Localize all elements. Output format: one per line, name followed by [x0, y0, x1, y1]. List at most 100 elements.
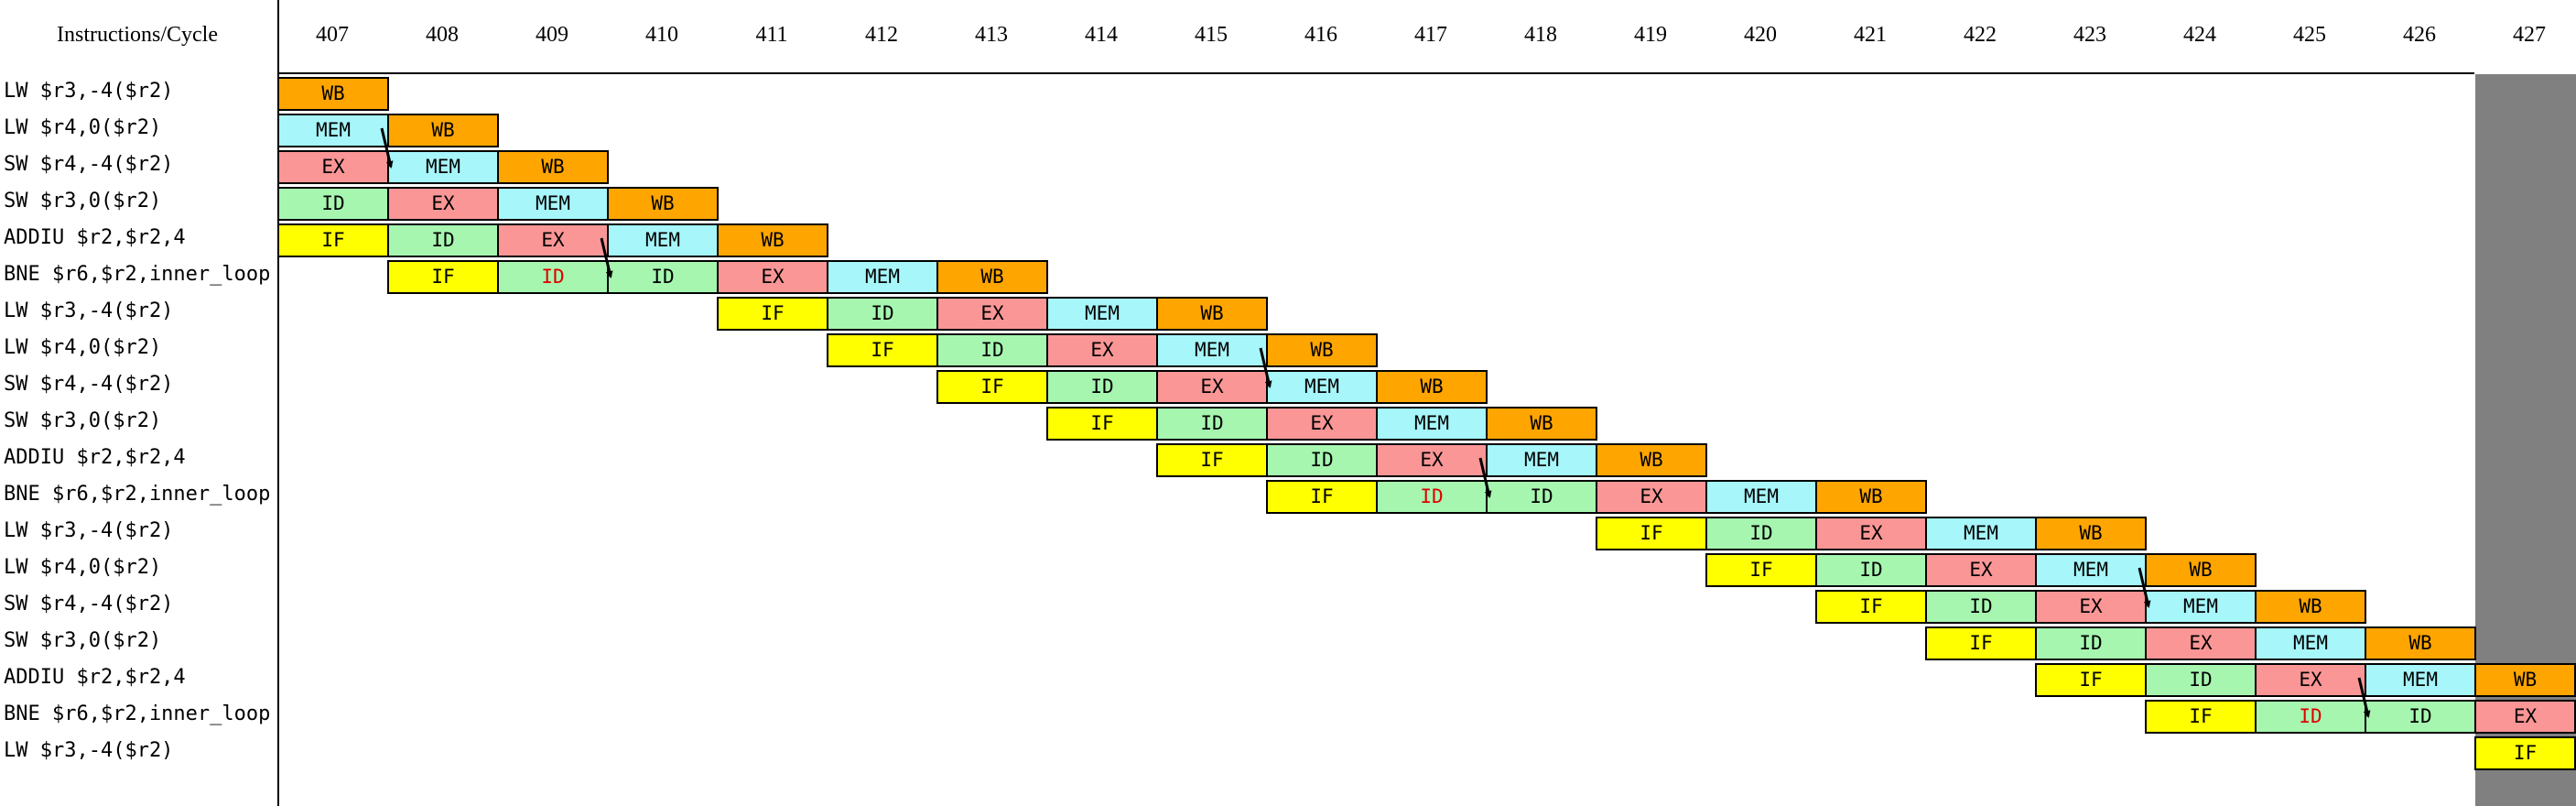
cycle-label: 424: [2183, 23, 2216, 47]
cycle-label: 414: [1085, 23, 1118, 47]
stage-mem: MEM: [387, 150, 499, 184]
stage-ex: EX: [1815, 517, 1927, 550]
stage-mem: MEM: [2365, 663, 2476, 697]
stage-ex: EX: [1376, 443, 1488, 477]
cycle-label: 412: [865, 23, 898, 47]
cycle-label: 420: [1744, 23, 1777, 47]
stage-mem: MEM: [1705, 480, 1817, 514]
stage-mem: MEM: [2255, 626, 2366, 660]
stage-if: IF: [2035, 663, 2147, 697]
stage-wb: WB: [2255, 590, 2366, 624]
cycle-label: 408: [426, 23, 459, 47]
header-label: Instructions/Cycle: [57, 23, 218, 47]
stage-mem: MEM: [1046, 297, 1158, 331]
instruction-label: LW $r3,-4($r2): [4, 739, 174, 762]
cycle-label: 416: [1304, 23, 1337, 47]
stage-if: IF: [717, 297, 828, 331]
stage-ex: EX: [936, 297, 1048, 331]
stage-mem: MEM: [1486, 443, 1597, 477]
stage-id: ID: [277, 187, 389, 221]
stage-if: IF: [387, 260, 499, 294]
stage-if: IF: [936, 370, 1048, 404]
stage-wb: WB: [1596, 443, 1707, 477]
cycle-label: 421: [1854, 23, 1887, 47]
stage-mem: MEM: [827, 260, 938, 294]
stage-ex: EX: [1046, 333, 1158, 367]
cycle-label: 418: [1524, 23, 1557, 47]
stage-id: ID: [936, 333, 1048, 367]
stage-if: IF: [1046, 407, 1158, 441]
cycle-label: 423: [2073, 23, 2106, 47]
stage-ex: EX: [2035, 590, 2147, 624]
instruction-label: LW $r3,-4($r2): [4, 300, 174, 322]
instruction-label: LW $r4,0($r2): [4, 336, 162, 359]
stage-wb: WB: [2474, 663, 2576, 697]
instruction-label: SW $r3,0($r2): [4, 409, 162, 432]
stage-id: ID: [1925, 590, 2037, 624]
stage-id: ID: [1705, 517, 1817, 550]
instruction-label: SW $r4,-4($r2): [4, 373, 174, 396]
instruction-label: ADDIU $r2,$r2,4: [4, 226, 186, 249]
stage-ex: EX: [277, 150, 389, 184]
stage-wb: WB: [2035, 517, 2147, 550]
cycle-label: 419: [1634, 23, 1667, 47]
stage-id: ID: [2035, 626, 2147, 660]
stage-mem: MEM: [1376, 407, 1488, 441]
stage-wb: WB: [2365, 626, 2476, 660]
instruction-label: SW $r4,-4($r2): [4, 153, 174, 176]
instruction-label: LW $r3,-4($r2): [4, 519, 174, 542]
stage-ex: EX: [717, 260, 828, 294]
stage-wb: WB: [1156, 297, 1268, 331]
stage-id: ID: [607, 260, 719, 294]
stage-ex: EX: [2255, 663, 2366, 697]
stage-id-stall: ID: [1376, 480, 1488, 514]
instruction-label: BNE $r6,$r2,inner_loop: [4, 263, 271, 286]
stage-id: ID: [1046, 370, 1158, 404]
cycle-label: 410: [645, 23, 678, 47]
stage-mem: MEM: [607, 223, 719, 257]
stage-mem: MEM: [2145, 590, 2257, 624]
stage-id: ID: [387, 223, 499, 257]
stage-wb: WB: [1266, 333, 1378, 367]
instruction-label: SW $r3,0($r2): [4, 190, 162, 212]
stage-if: IF: [1266, 480, 1378, 514]
stage-if: IF: [1596, 517, 1707, 550]
cycle-label: 413: [975, 23, 1008, 47]
stage-wb: WB: [607, 187, 719, 221]
instruction-label: LW $r4,0($r2): [4, 116, 162, 139]
stage-id: ID: [1486, 480, 1597, 514]
cycle-label: 409: [536, 23, 568, 47]
stage-mem: MEM: [2035, 553, 2147, 587]
stage-wb: WB: [387, 114, 499, 147]
stage-if: IF: [1925, 626, 2037, 660]
stage-ex: EX: [1925, 553, 2037, 587]
stage-if: IF: [1705, 553, 1817, 587]
stage-wb: WB: [1376, 370, 1488, 404]
stage-mem: MEM: [1266, 370, 1378, 404]
stage-ex: EX: [387, 187, 499, 221]
stage-id: ID: [1156, 407, 1268, 441]
stage-ex: EX: [1266, 407, 1378, 441]
instruction-label: BNE $r6,$r2,inner_loop: [4, 483, 271, 506]
stage-if: IF: [2145, 700, 2257, 734]
stage-ex: EX: [1596, 480, 1707, 514]
stage-if: IF: [277, 223, 389, 257]
stage-if: IF: [1156, 443, 1268, 477]
stage-mem: MEM: [1925, 517, 2037, 550]
stage-id: ID: [827, 297, 938, 331]
stage-id-stall: ID: [497, 260, 609, 294]
stage-ex: EX: [1156, 370, 1268, 404]
stage-id: ID: [2145, 663, 2257, 697]
stage-ex: EX: [2145, 626, 2257, 660]
stage-wb: WB: [717, 223, 828, 257]
instruction-label: LW $r4,0($r2): [4, 556, 162, 579]
stage-wb: WB: [497, 150, 609, 184]
cycle-label: 407: [316, 23, 349, 47]
stage-mem: MEM: [497, 187, 609, 221]
stage-ex: EX: [497, 223, 609, 257]
instruction-label: ADDIU $r2,$r2,4: [4, 446, 186, 469]
cycle-label: 425: [2293, 23, 2326, 47]
stage-wb: WB: [277, 77, 389, 111]
instruction-label: LW $r3,-4($r2): [4, 80, 174, 103]
